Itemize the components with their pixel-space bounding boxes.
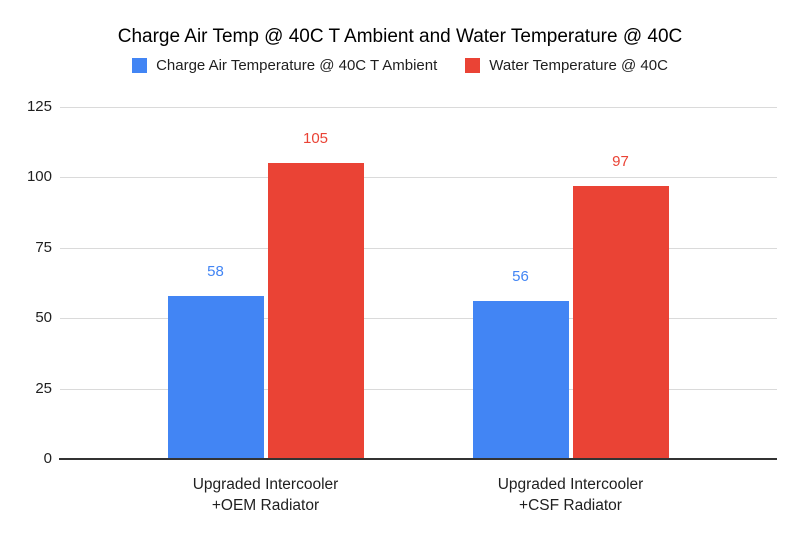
y-tick-label: 25 <box>35 379 52 397</box>
bar-series1-cat1 <box>572 185 669 459</box>
category-label: Upgraded Intercooler +OEM Radiator <box>192 476 339 514</box>
legend-label: Charge Air Temperature @ 40C T Ambient <box>156 57 438 74</box>
legend-item-0: Charge Air Temperature @ 40C T Ambient <box>132 57 437 74</box>
y-tick-label: 100 <box>26 168 52 186</box>
bar-value-label: 56 <box>512 268 529 286</box>
legend-swatch-icon <box>465 58 481 73</box>
legend-label: Water Temperature @ 40C <box>489 57 668 74</box>
x-axis-line <box>59 458 777 460</box>
y-tick-label: 125 <box>26 98 52 115</box>
category-label: Upgraded Intercooler +CSF Radiator <box>497 476 644 514</box>
gridline <box>60 247 777 249</box>
bar-value-label: 58 <box>207 262 224 280</box>
bar-value-label: 105 <box>302 130 329 148</box>
y-tick-label: 75 <box>35 238 52 256</box>
gridline <box>60 318 777 320</box>
gridline <box>60 388 777 390</box>
chart-title: Charge Air Temp @ 40C T Ambient and Wate… <box>117 26 683 47</box>
bar-value-label: 97 <box>612 152 629 170</box>
bar-series0-cat0 <box>167 295 264 459</box>
gridline <box>60 107 777 108</box>
legend-item-1: Water Temperature @ 40C <box>465 57 668 74</box>
y-tick-label: 0 <box>43 450 52 467</box>
bar-series1-cat0 <box>267 163 364 459</box>
chart-legend: Charge Air Temperature @ 40C T Ambient Wa… <box>0 57 800 74</box>
legend-swatch-icon <box>132 58 148 73</box>
y-tick-label: 50 <box>35 309 52 327</box>
bar-series0-cat1 <box>472 301 569 459</box>
gridline <box>60 177 777 179</box>
